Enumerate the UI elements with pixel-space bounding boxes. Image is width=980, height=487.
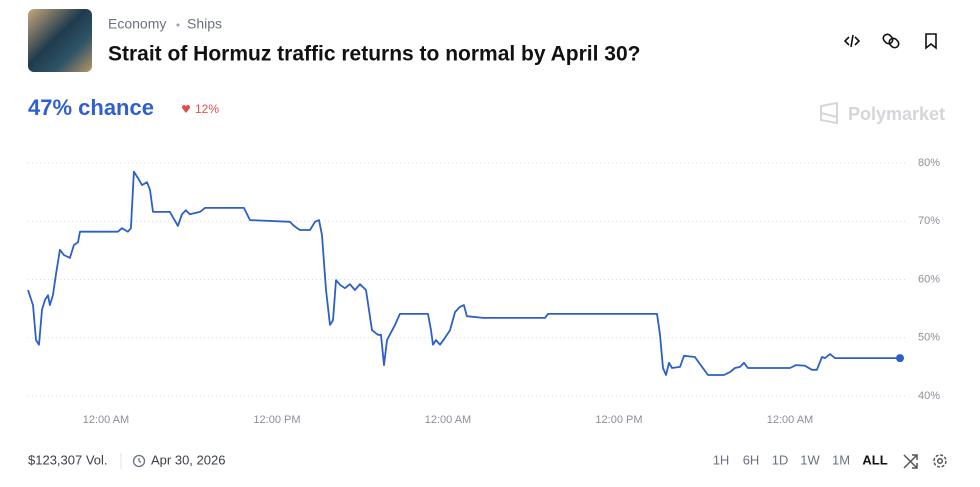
category: Ships xyxy=(187,16,222,32)
volume: $123,307 Vol. xyxy=(28,452,108,467)
market-title: Strait of Hormuz traffic returns to norm… xyxy=(108,43,640,66)
y-tick-label: 40% xyxy=(918,390,940,402)
brand-logo xyxy=(820,101,838,125)
price-line xyxy=(27,170,900,376)
brand: Polymarket xyxy=(848,104,945,124)
range-button[interactable]: 1W xyxy=(800,452,820,467)
settings-icon[interactable] xyxy=(933,454,947,468)
x-tick-label: 12:00 AM xyxy=(425,414,471,426)
x-tick-label: 12:00 PM xyxy=(253,414,300,426)
thumbnail xyxy=(28,9,92,72)
y-tick-label: 80% xyxy=(918,157,940,169)
range-button[interactable]: 6H xyxy=(743,452,760,467)
separator xyxy=(176,23,180,27)
clock-icon xyxy=(132,454,146,468)
end-date: Apr 30, 2026 xyxy=(151,452,225,467)
range-button[interactable]: 1M xyxy=(832,452,850,467)
x-tick-label: 12:00 AM xyxy=(83,414,129,426)
range-button[interactable]: 1H xyxy=(713,452,730,467)
down-icon xyxy=(182,105,190,113)
category: Economy xyxy=(108,16,166,32)
y-tick-label: 50% xyxy=(918,332,940,344)
link-icon[interactable] xyxy=(882,33,901,50)
shuffle-icon[interactable] xyxy=(903,454,918,469)
y-tick-label: 70% xyxy=(918,215,940,227)
embed-icon[interactable] xyxy=(843,34,861,48)
bookmark-icon[interactable] xyxy=(925,33,937,50)
chance: 47% chance xyxy=(28,95,154,120)
range-button[interactable]: 1D xyxy=(772,452,789,467)
change: 12% xyxy=(195,102,219,116)
x-tick-label: 12:00 PM xyxy=(595,414,642,426)
y-tick-label: 60% xyxy=(918,273,940,285)
x-tick-label: 12:00 AM xyxy=(767,414,813,426)
range-button[interactable]: ALL xyxy=(862,452,887,467)
last-point xyxy=(896,354,904,363)
